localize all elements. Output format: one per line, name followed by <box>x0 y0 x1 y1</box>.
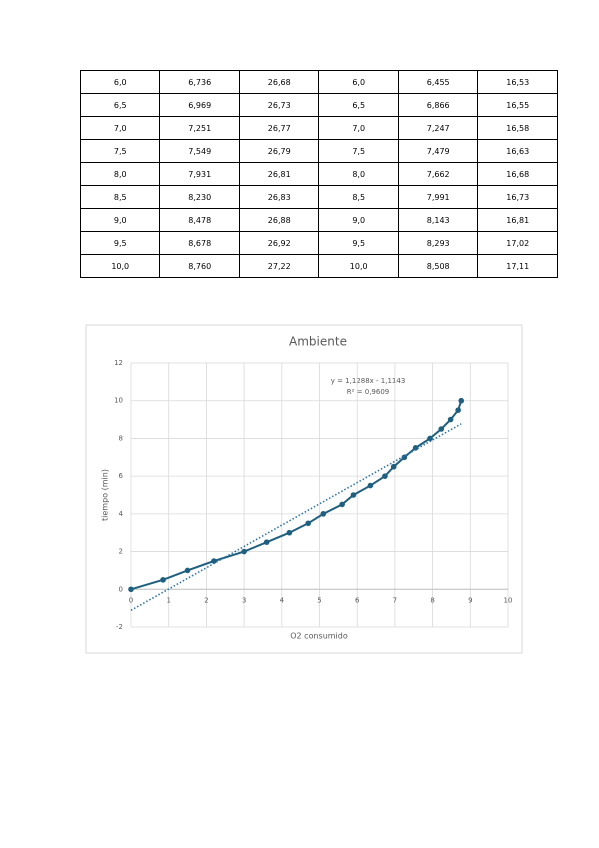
data-point <box>339 501 345 508</box>
table-cell: 16,73 <box>477 185 558 209</box>
y-tick-label: 10 <box>114 397 123 405</box>
x-tick-label: 7 <box>393 596 397 604</box>
y-tick-label: 8 <box>119 434 123 442</box>
trend-r2: R² = 0,9609 <box>347 388 389 396</box>
table-row: 10,0 8,760 27,22 10,0 8,508 17,11 <box>79 254 558 278</box>
table-cell: 9,5 <box>318 231 399 255</box>
chart-frame <box>85 324 523 654</box>
table-cell: 26,81 <box>238 162 320 186</box>
table-cell: 17,11 <box>477 254 558 278</box>
table-cell: 6,5 <box>318 93 399 117</box>
table-row: 7,0 7,251 26,77 7,0 7,247 16,58 <box>79 116 558 140</box>
y-tick-label: 4 <box>119 510 124 518</box>
data-point <box>427 435 433 442</box>
data-point <box>455 407 461 413</box>
x-tick-label: 9 <box>468 596 472 604</box>
table-cell: 8,5 <box>318 185 399 209</box>
table-row: 9,5 8,678 26,92 9,5 8,293 17,02 <box>79 231 558 255</box>
data-point <box>438 426 445 432</box>
data-point <box>350 492 357 498</box>
table-cell: 16,58 <box>477 116 558 140</box>
x-tick-label: 0 <box>129 596 133 604</box>
table-cell: 16,53 <box>477 70 558 94</box>
x-axis-label: O2 consumido <box>290 632 348 641</box>
data-point <box>241 548 247 555</box>
table-row: 8,0 7,931 26,81 8,0 7,662 16,68 <box>79 162 558 186</box>
data-point <box>390 463 397 470</box>
x-tick-label: 2 <box>204 596 208 604</box>
y-tick-label: -2 <box>116 623 123 631</box>
data-point <box>447 416 454 423</box>
table-cell: 6,455 <box>397 70 479 94</box>
table-cell: 9,0 <box>318 208 399 232</box>
data-point <box>320 511 327 517</box>
y-tick-label: 6 <box>119 472 124 480</box>
x-tick-label: 8 <box>430 596 434 604</box>
x-tick-label: 10 <box>504 596 513 604</box>
table-cell: 10,0 <box>318 254 399 278</box>
trendline <box>130 423 462 611</box>
y-tick-label: 0 <box>119 585 123 593</box>
table-cell: 7,991 <box>397 185 479 209</box>
x-tick-label: 6 <box>355 596 360 604</box>
table-cell: 26,79 <box>238 139 320 163</box>
data-point <box>458 397 465 404</box>
table-cell: 8,230 <box>159 185 240 209</box>
table-row: 7,5 7,549 26,79 7,5 7,479 16,63 <box>79 139 558 163</box>
x-tick-label: 5 <box>317 596 321 604</box>
data-point <box>263 539 270 545</box>
x-tick-label: 3 <box>242 596 246 604</box>
x-tick-label: 1 <box>166 596 170 604</box>
data-point <box>184 567 191 574</box>
chart-title: Ambiente <box>289 335 347 349</box>
table-cell: 8,508 <box>397 254 479 278</box>
table-cell: 16,68 <box>477 162 558 186</box>
table-cell: 10,0 <box>79 254 161 278</box>
table-row: 6,0 6,736 26,68 6,0 6,455 16,53 <box>79 70 558 94</box>
y-tick-label: 2 <box>119 548 123 556</box>
data-table: 6,0 6,736 26,68 6,0 6,455 16,53 6,5 6,969 26,73 6… <box>79 70 558 278</box>
y-tick-label: 12 <box>114 359 123 367</box>
table-cell: 7,5 <box>318 139 399 163</box>
y-axis-label: tiempo (min) <box>101 469 110 521</box>
table-cell: 26,83 <box>238 185 320 209</box>
table-cell: 7,0 <box>318 116 399 140</box>
data-point <box>211 558 217 564</box>
data-point <box>286 529 293 536</box>
data-point <box>128 586 134 593</box>
trend-equation: y = 1,1288x - 1,1143 <box>331 377 406 385</box>
data-point <box>305 520 311 527</box>
table-cell: 17,02 <box>477 231 558 255</box>
table-cell: 7,549 <box>159 139 240 163</box>
table-cell: 7,0 <box>79 116 161 140</box>
data-point <box>382 473 388 479</box>
table-cell: 27,22 <box>238 254 320 278</box>
data-point <box>160 577 166 583</box>
table-cell: 8,760 <box>159 254 240 278</box>
x-tick-label: 4 <box>280 596 285 604</box>
table-cell: 26,92 <box>238 231 320 255</box>
data-point <box>367 482 374 489</box>
table-cell: 7,247 <box>397 116 479 140</box>
data-point <box>412 445 419 451</box>
